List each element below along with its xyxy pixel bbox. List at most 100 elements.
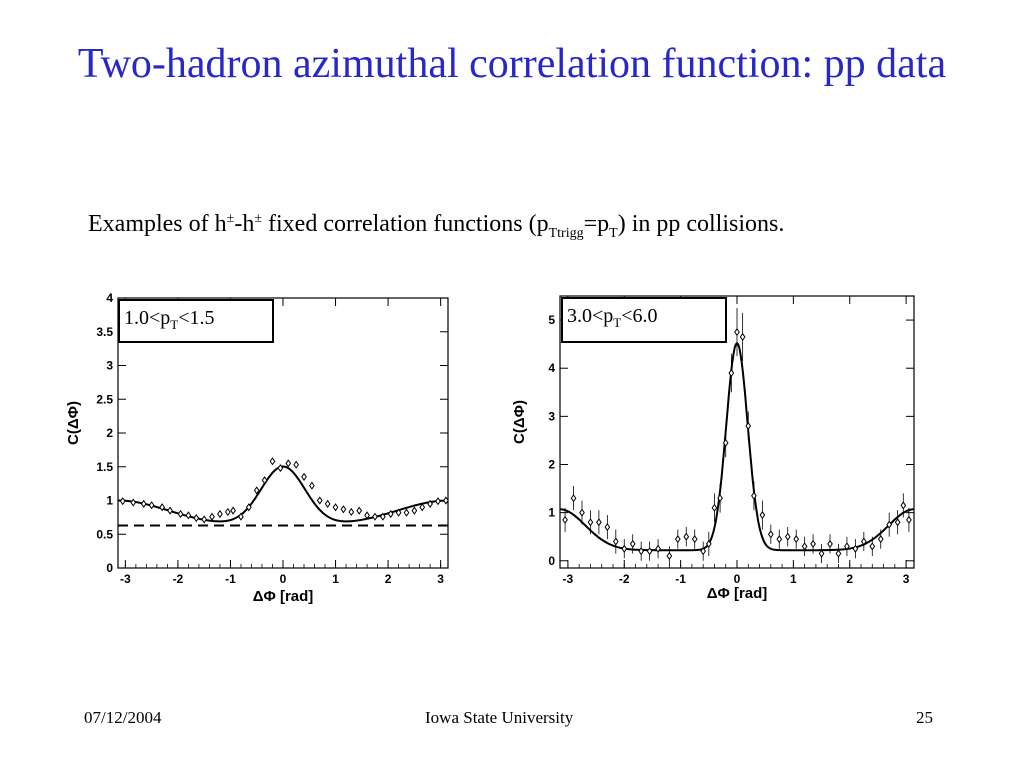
data-point	[217, 509, 223, 519]
data-point	[293, 460, 299, 469]
y-tick-label: 5	[548, 313, 555, 327]
data-point	[419, 503, 426, 512]
data-point	[140, 499, 147, 508]
data-point	[784, 532, 791, 541]
data-point	[646, 547, 653, 556]
x-tick-label: -3	[120, 572, 131, 586]
data-point	[734, 328, 740, 337]
data-point	[177, 509, 184, 519]
y-tick-label: 0	[106, 561, 113, 575]
data-point	[261, 476, 268, 485]
data-point	[119, 497, 126, 506]
data-point	[159, 503, 165, 512]
x-axis-label: ΔΦ [rad]	[707, 585, 768, 602]
data-point	[739, 332, 746, 341]
x-tick-label: 2	[385, 572, 392, 586]
data-point	[683, 532, 690, 541]
data-point	[596, 518, 602, 527]
legend-post: <6.0	[621, 305, 658, 327]
data-point	[379, 512, 386, 521]
x-tick-label: -1	[225, 572, 236, 586]
data-point	[776, 535, 783, 544]
subtitle-text-5: ) in pp collisions.	[617, 211, 785, 237]
x-tick-label: 0	[734, 572, 741, 586]
data-point	[877, 535, 884, 544]
data-point	[340, 505, 347, 514]
data-point	[185, 511, 192, 520]
legend-post: <1.5	[178, 307, 215, 329]
data-point	[277, 464, 284, 473]
data-point	[309, 481, 315, 490]
data-point	[869, 542, 876, 551]
data-point	[700, 547, 707, 556]
data-point	[332, 503, 339, 512]
data-point	[818, 549, 825, 558]
legend-pre: 1.0<p	[124, 307, 171, 329]
y-tick-label: 1	[548, 506, 555, 520]
data-point	[201, 515, 208, 524]
data-point	[711, 503, 718, 512]
data-point	[717, 494, 723, 503]
data-point	[691, 535, 698, 544]
data-point	[324, 499, 331, 508]
data-point	[638, 547, 645, 556]
x-tick-label: -2	[619, 572, 630, 586]
data-point	[245, 503, 252, 512]
footer-institution: Iowa State University	[425, 708, 574, 727]
fit-curve	[118, 465, 448, 523]
y-axis-label: C(ΔΦ)	[511, 400, 528, 444]
data-point	[604, 523, 611, 532]
data-point	[435, 497, 441, 506]
data-point	[751, 491, 757, 500]
legend-sub: T	[170, 317, 179, 332]
data-point	[674, 535, 681, 544]
data-point	[587, 518, 594, 527]
data-point	[570, 494, 577, 503]
data-point	[238, 512, 244, 521]
data-point	[728, 368, 735, 378]
data-point	[666, 551, 673, 561]
y-tick-label: 1.5	[96, 460, 113, 474]
legend-box-high-pt: 3.0<pT<6.0	[561, 297, 727, 343]
y-tick-label: 2.5	[96, 392, 113, 406]
data-point	[316, 496, 323, 505]
legend-box-low-pt: 1.0<pT<1.5	[118, 299, 274, 343]
data-point	[759, 510, 766, 520]
data-point	[655, 544, 661, 553]
x-tick-label: 2	[846, 572, 853, 586]
x-tick-label: 3	[903, 572, 910, 586]
subtitle-sub-2: T	[609, 225, 618, 241]
subtitle-sub-1: Ttrigg	[548, 225, 584, 241]
data-point	[886, 520, 893, 529]
data-point	[411, 506, 418, 515]
x-tick-label: 1	[332, 572, 339, 586]
y-tick-label: 4	[106, 291, 113, 305]
legend-pre: 3.0<p	[567, 305, 614, 327]
data-point	[285, 459, 292, 468]
data-point	[900, 501, 907, 510]
y-tick-label: 3	[548, 409, 555, 423]
footer-date: 07/12/2004	[84, 708, 162, 727]
subtitle-pm-2: ±	[254, 211, 263, 226]
data-point	[443, 496, 449, 505]
data-point	[562, 515, 568, 524]
subtitle-text-1: Examples of h	[88, 211, 227, 237]
subtitle-text-3: fixed correlation functions (p	[262, 211, 549, 237]
data-point	[403, 508, 410, 517]
subtitle-pm-1: ±	[226, 211, 235, 226]
data-point	[827, 539, 833, 549]
data-point	[852, 544, 859, 553]
y-tick-label: 0	[548, 554, 555, 568]
data-point	[801, 542, 808, 551]
data-point	[906, 515, 912, 524]
data-point	[844, 542, 850, 551]
data-point	[612, 537, 619, 546]
data-point	[579, 508, 585, 517]
data-point	[894, 518, 901, 527]
data-point	[387, 509, 394, 519]
y-tick-label: 3.5	[96, 325, 113, 339]
data-point	[767, 530, 774, 539]
subtitle-text-4: =p	[583, 211, 610, 237]
data-point	[395, 508, 402, 517]
